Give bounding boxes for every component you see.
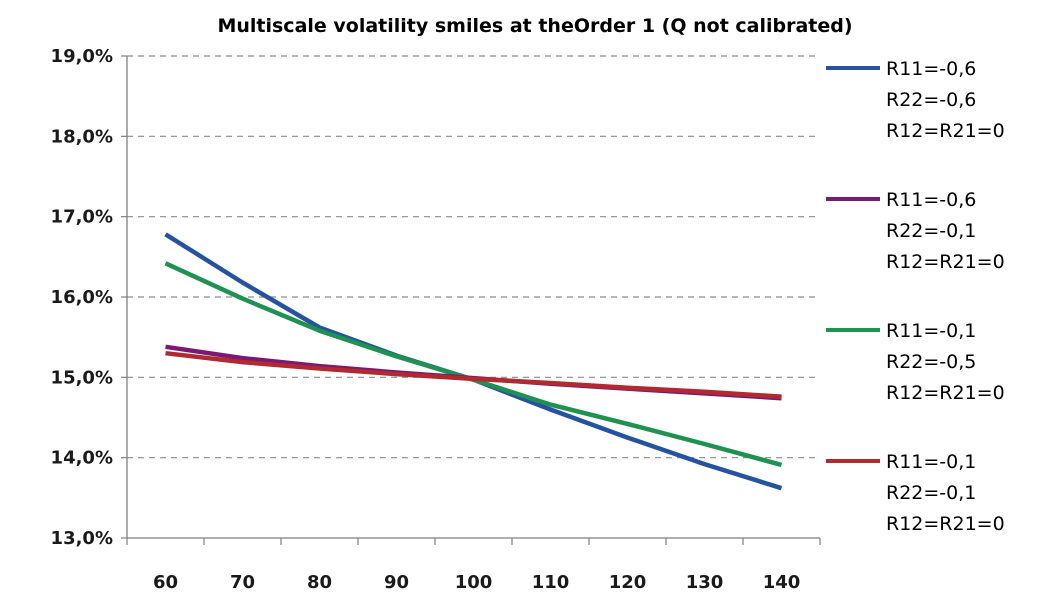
x-tick-label: 130 — [686, 572, 724, 593]
x-tick-label: 60 — [153, 572, 178, 593]
y-tick-label: 14,0% — [51, 448, 113, 469]
legend-label: R12=R21=0 — [886, 120, 1005, 142]
legend-label: R11=-0,1 — [886, 320, 976, 342]
x-tick-label: 70 — [230, 572, 255, 593]
y-tick-label: 13,0% — [51, 528, 113, 549]
y-tick-label: 17,0% — [51, 207, 113, 228]
x-tick-label: 110 — [532, 572, 570, 593]
x-tick-label: 80 — [307, 572, 332, 593]
legend-label: R11=-0,6 — [886, 189, 976, 211]
x-tick-label: 100 — [455, 572, 493, 593]
legend-label: R22=-0,1 — [886, 220, 976, 242]
x-tick-label: 140 — [763, 572, 801, 593]
legend-label: R22=-0,1 — [886, 482, 976, 504]
y-tick-label: 16,0% — [51, 287, 113, 308]
legend-label: R12=R21=0 — [886, 251, 1005, 273]
series-lines — [164, 232, 783, 491]
x-tick-label: 90 — [384, 572, 409, 593]
x-tick-label: 120 — [609, 572, 647, 593]
legend-label: R11=-0,1 — [886, 451, 976, 473]
legend: R11=-0,6 R22=-0,6 R12=R21=0 R11=-0,6 R22=-0,… — [826, 58, 1005, 535]
y-tick-label: 15,0% — [51, 367, 113, 388]
legend-label: R22=-0,5 — [886, 351, 976, 373]
y-tick-label: 18,0% — [51, 126, 113, 147]
legend-label: R11=-0,6 — [886, 58, 976, 80]
y-axis-ticks: 13,0% 14,0% 15,0% 16,0% 17,0% 18,0% 19,0% — [51, 46, 127, 549]
y-tick-label: 19,0% — [51, 46, 113, 67]
series-line — [165, 350, 782, 399]
grid-lines — [127, 55, 820, 459]
chart-title: Multiscale volatility smiles at theOrder… — [217, 15, 852, 37]
legend-label: R12=R21=0 — [886, 382, 1005, 404]
x-axis-ticks: 60 70 80 90 100 110 120 130 140 — [126, 538, 821, 593]
legend-label: R22=-0,6 — [886, 89, 976, 111]
legend-label: R12=R21=0 — [886, 513, 1005, 535]
